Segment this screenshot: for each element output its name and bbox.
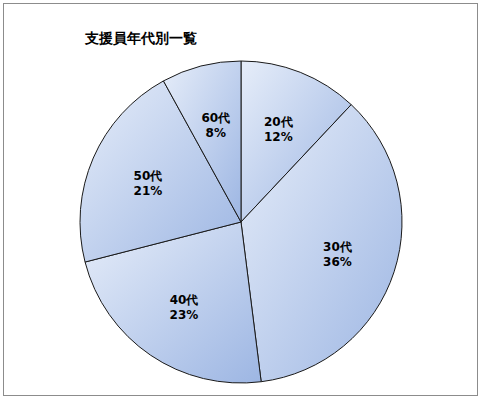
- category-label: 40代: [170, 293, 199, 307]
- pie-slice: [163, 61, 241, 222]
- category-label: 20代: [264, 115, 293, 129]
- value-label: 21%: [134, 184, 163, 198]
- value-label: 12%: [264, 130, 293, 144]
- category-label: 60代: [201, 111, 230, 125]
- value-label: 23%: [170, 308, 199, 322]
- category-label: 30代: [323, 240, 352, 254]
- chart-title: 支援員年代別一覧: [84, 30, 197, 46]
- pie-slices: [80, 61, 402, 383]
- category-label: 50代: [134, 169, 163, 183]
- data-labels: 20代12% 30代36% 40代23% 50代21% 60代8%: [134, 111, 352, 322]
- chart-container: 支援員年代別一覧 20代12% 30代36% 40代23% 50代21% 60代8%: [0, 0, 482, 401]
- chart-svg: 支援員年代別一覧 20代12% 30代36% 40代23% 50代21% 60代8%: [0, 0, 482, 401]
- value-label: 8%: [206, 126, 226, 140]
- chart-frame: [4, 4, 478, 396]
- value-label: 36%: [323, 255, 352, 269]
- pie-slice: [241, 105, 402, 382]
